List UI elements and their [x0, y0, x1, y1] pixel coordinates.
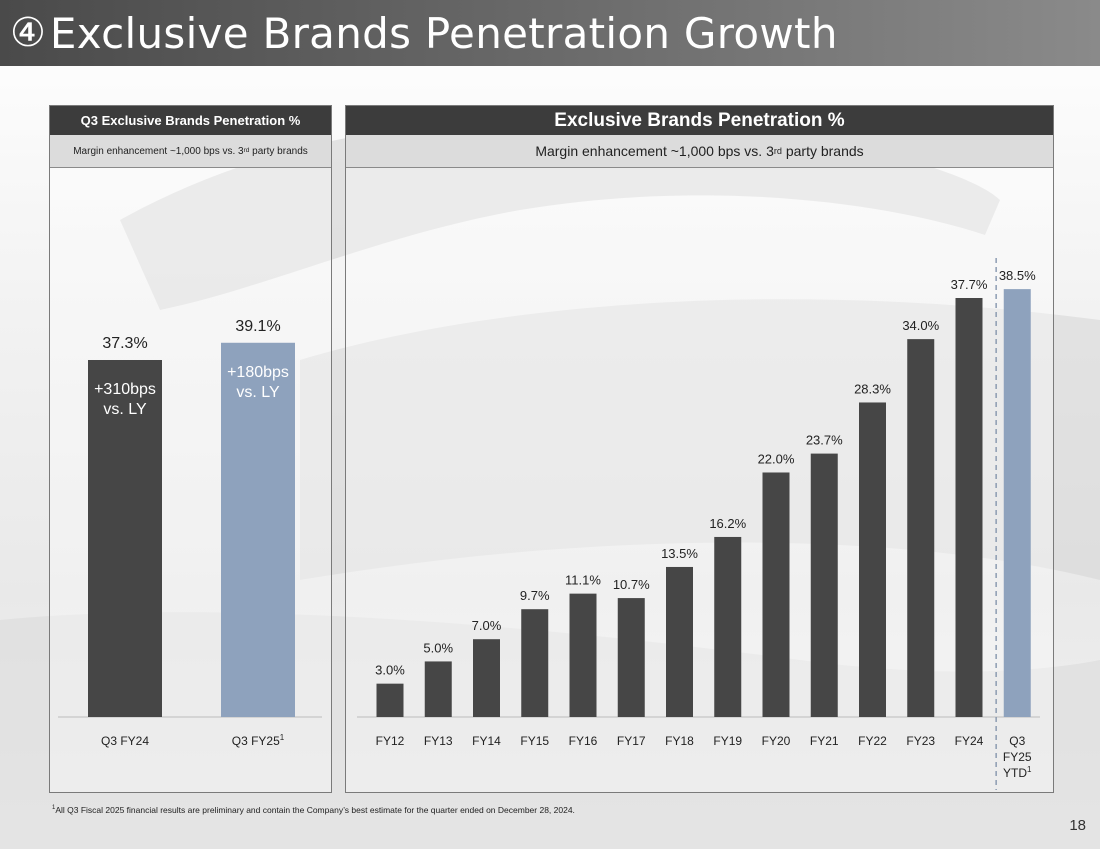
right-category-line: FY14 [472, 734, 501, 748]
right-bar [666, 566, 693, 717]
right-value-label: 11.1% [565, 573, 601, 588]
right-bar [859, 402, 886, 717]
right-bar [424, 661, 452, 717]
right-category-line: FY19 [713, 734, 742, 748]
right-bar [617, 598, 645, 717]
left-category-label: Q3 FY251 [232, 733, 285, 748]
right-category-line: FY12 [376, 734, 405, 748]
right-category-label: FY24 [955, 734, 984, 748]
right-bar [569, 593, 597, 717]
right-category-line: FY21 [810, 734, 839, 748]
left-bar-annotation: vs. LY [103, 401, 147, 418]
right-category-line: FY17 [617, 734, 646, 748]
left-bar-annotation: +180bps [227, 364, 289, 381]
right-category-line: FY15 [520, 734, 549, 748]
right-value-label: 3.0% [375, 663, 405, 678]
right-category-line: Q3 [1009, 734, 1025, 748]
left-value-label: 39.1% [235, 318, 280, 335]
right-value-label: 37.7% [951, 277, 988, 292]
right-category-line: FY18 [665, 734, 694, 748]
right-value-label: 9.7% [520, 588, 550, 603]
left-bar [221, 342, 295, 717]
right-value-label: 34.0% [902, 318, 939, 333]
right-category-line: FY22 [858, 734, 887, 748]
right-category-line: FY16 [569, 734, 598, 748]
left-subheading-text-end: party brands [249, 145, 308, 157]
right-bar [714, 536, 742, 717]
right-panel-heading: Exclusive Brands Penetration % [346, 106, 1053, 135]
right-category-superscript: 1 [1027, 765, 1032, 774]
right-category-line: FY24 [955, 734, 984, 748]
right-value-label: 13.5% [661, 546, 698, 561]
section-number: ④ [10, 10, 46, 56]
right-category-label: FY16 [569, 734, 598, 748]
right-category-line: FY25 [1003, 750, 1032, 764]
right-value-label: 28.3% [854, 381, 891, 396]
left-bar-annotation: +310bps [94, 381, 156, 398]
right-value-label: 38.5% [999, 268, 1036, 283]
right-category-line: FY13 [424, 734, 453, 748]
right-category-label: FY14 [472, 734, 501, 748]
right-value-label: 16.2% [709, 516, 746, 531]
right-bar [1003, 289, 1031, 717]
right-category-label: FY18 [665, 734, 694, 748]
right-category-line: FY23 [906, 734, 935, 748]
right-category-label: FY20 [762, 734, 791, 748]
left-bar-annotation: vs. LY [236, 384, 280, 401]
right-category-label: FY12 [376, 734, 405, 748]
footnote-text: All Q3 Fiscal 2025 financial results are… [55, 805, 575, 815]
right-value-label: 10.7% [613, 577, 650, 592]
right-category-label: Q3 FY25 YTD1 [1003, 734, 1032, 780]
right-category-label: FY23 [906, 734, 935, 748]
right-value-label: 22.0% [758, 451, 795, 466]
right-bar [473, 639, 500, 717]
left-category-label: Q3 FY24 [101, 734, 149, 748]
left-category-superscript: 1 [280, 733, 285, 742]
right-subheading-text-end: party brands [781, 143, 864, 159]
page-number: 18 [1069, 817, 1086, 834]
right-category-label: FY13 [424, 734, 453, 748]
right-category-label: FY15 [520, 734, 549, 748]
right-value-label: 7.0% [472, 618, 502, 633]
footnote: 1All Q3 Fiscal 2025 financial results ar… [52, 805, 575, 815]
right-bar [376, 683, 404, 717]
left-bar [88, 360, 162, 717]
right-bar [907, 339, 935, 717]
right-value-label: 23.7% [806, 433, 843, 448]
page-title: Exclusive Brands Penetration Growth [49, 8, 838, 58]
right-bar [810, 453, 838, 717]
right-subheading-text: Margin enhancement ~1,000 bps vs. 3 [535, 143, 774, 159]
right-panel: Exclusive Brands Penetration % Margin en… [345, 105, 1054, 793]
right-category-line: FY20 [762, 734, 791, 748]
left-value-label: 37.3% [102, 335, 147, 352]
left-subheading-text: Margin enhancement ~1,000 bps vs. 3 [73, 145, 244, 157]
right-category-label: FY21 [810, 734, 839, 748]
right-category-line: YTD [1003, 766, 1027, 780]
left-panel-heading: Q3 Exclusive Brands Penetration % [50, 106, 331, 135]
right-category-label: FY17 [617, 734, 646, 748]
right-bar [521, 609, 549, 717]
title-bar: ④ Exclusive Brands Penetration Growth [0, 0, 1100, 66]
right-value-label: 5.0% [423, 640, 453, 655]
right-category-label: FY22 [858, 734, 887, 748]
right-bar [955, 298, 983, 717]
right-category-label: FY19 [713, 734, 742, 748]
footnote-marker: 1 [52, 805, 56, 812]
right-bar [762, 472, 790, 717]
